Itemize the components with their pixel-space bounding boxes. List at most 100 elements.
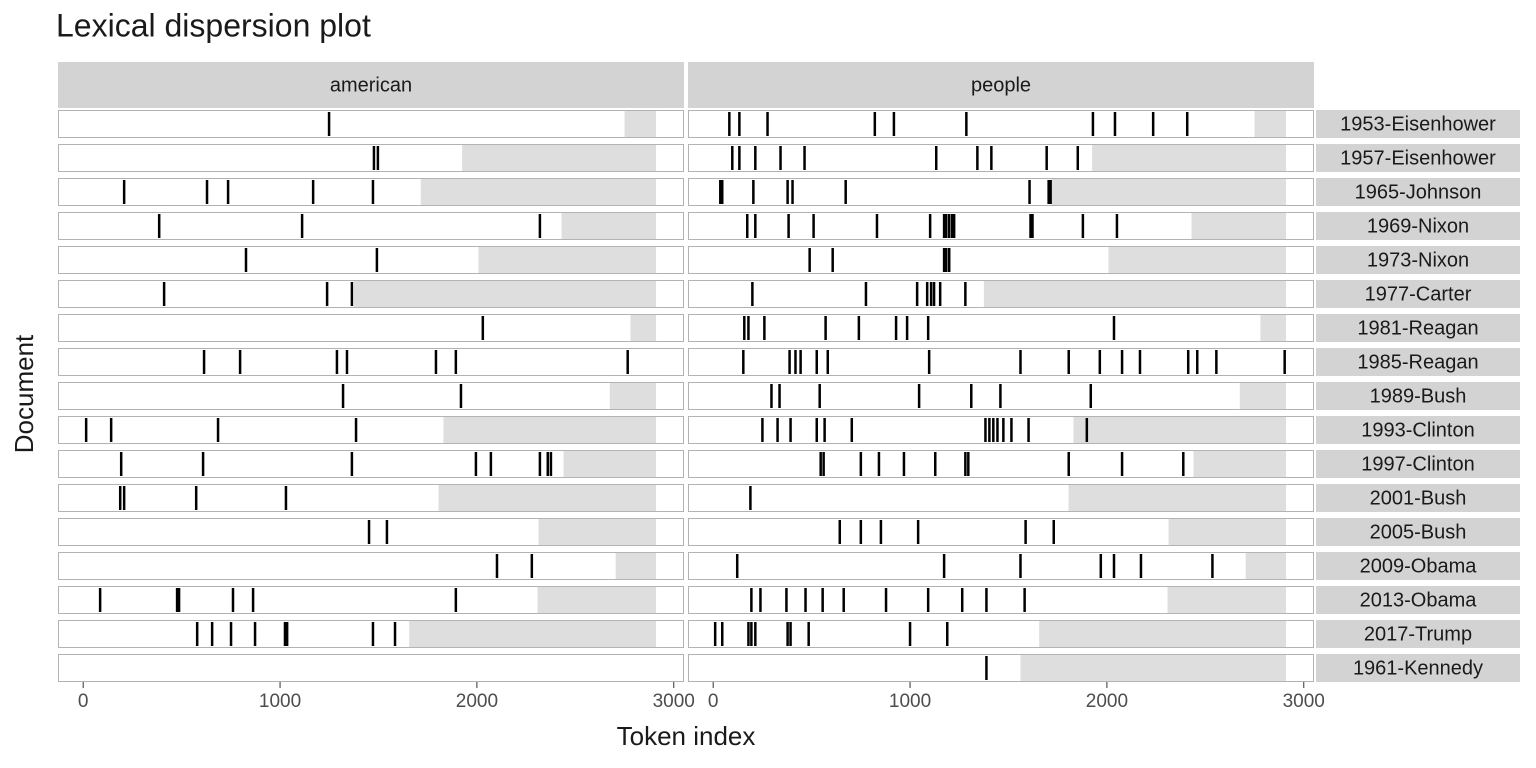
document-strip: [1316, 280, 1520, 308]
document-label: 1989-Bush: [1370, 385, 1467, 407]
document-strip: [1316, 484, 1520, 512]
document-label: 1993-Clinton: [1361, 419, 1474, 441]
beyond-length: [615, 552, 657, 580]
beyond-length: [1167, 586, 1287, 614]
y-axis-label: Document: [9, 334, 39, 453]
row-border: [58, 382, 684, 410]
beyond-length: [462, 144, 657, 172]
chart-title: Lexical dispersion plot: [56, 7, 371, 43]
beyond-length: [1254, 110, 1287, 138]
beyond-length: [561, 212, 657, 240]
facet-label: american: [330, 74, 412, 96]
beyond-length: [478, 246, 657, 274]
document-label: 1961-Kennedy: [1353, 657, 1483, 679]
document-label: 1969-Nixon: [1367, 215, 1469, 237]
row-border: [58, 314, 684, 342]
document-label: 2009-Obama: [1360, 555, 1478, 577]
row-panel: [58, 654, 684, 682]
row-border: [58, 654, 684, 682]
row-border: [688, 416, 1314, 444]
document-label: 1985-Reagan: [1357, 351, 1478, 373]
beyond-length: [1245, 552, 1287, 580]
row-border: [58, 416, 684, 444]
beyond-length: [420, 178, 657, 206]
beyond-length: [443, 416, 657, 444]
row-border: [688, 314, 1314, 342]
document-label: 2013-Obama: [1360, 589, 1478, 611]
document-strip: [1316, 416, 1520, 444]
row-panel: [58, 382, 684, 410]
document-label: 1973-Nixon: [1367, 249, 1469, 271]
beyond-length: [983, 280, 1287, 308]
row-border: [688, 450, 1314, 478]
document-strip: [1316, 212, 1520, 240]
document-strip: [1316, 246, 1520, 274]
row-border: [58, 110, 684, 138]
row-border: [58, 178, 684, 206]
beyond-length: [1039, 620, 1287, 648]
document-strip: [1316, 654, 1520, 682]
row-border: [688, 586, 1314, 614]
row-border: [58, 518, 684, 546]
document-strip: [1316, 552, 1520, 580]
beyond-length: [1260, 314, 1287, 342]
row-border: [688, 552, 1314, 580]
document-strip: [1316, 110, 1520, 138]
beyond-length: [609, 382, 657, 410]
x-tick-label: 3000: [1283, 691, 1325, 712]
row-border: [58, 552, 684, 580]
document-strip: [1316, 586, 1520, 614]
row-panel: [58, 348, 684, 376]
beyond-length: [563, 450, 657, 478]
document-strip: [1316, 178, 1520, 206]
x-tick-label: 0: [708, 691, 719, 712]
row-border: [688, 178, 1314, 206]
row-border: [688, 212, 1314, 240]
document-label: 1965-Johnson: [1355, 181, 1482, 203]
document-label: 1953-Eisenhower: [1340, 113, 1496, 135]
beyond-length: [1191, 212, 1287, 240]
row-border: [58, 484, 684, 512]
facet-label: people: [971, 74, 1031, 96]
x-axis-label: Token index: [617, 721, 756, 751]
row-border: [688, 382, 1314, 410]
row-panel: [688, 348, 1314, 376]
document-label: 1981-Reagan: [1357, 317, 1478, 339]
document-label: 1977-Carter: [1365, 283, 1472, 305]
row-panel: [58, 110, 684, 138]
beyond-length: [1050, 178, 1287, 206]
document-strip: [1316, 518, 1520, 546]
row-border: [58, 246, 684, 274]
row-border: [58, 280, 684, 308]
document-label: 1997-Clinton: [1361, 453, 1474, 475]
beyond-length: [630, 314, 657, 342]
document-strip: [1316, 348, 1520, 376]
row-border: [58, 348, 684, 376]
x-tick-label: 1000: [889, 691, 931, 712]
row-border: [688, 246, 1314, 274]
beyond-length: [1092, 144, 1287, 172]
beyond-length: [1020, 654, 1287, 682]
row-border: [688, 348, 1314, 376]
document-strip: [1316, 144, 1520, 172]
row-border: [688, 620, 1314, 648]
beyond-length: [438, 484, 657, 512]
row-panel: [688, 314, 1314, 342]
x-tick-label: 0: [78, 691, 89, 712]
document-strip: [1316, 450, 1520, 478]
x-tick-label: 2000: [1086, 691, 1128, 712]
row-panel: [688, 552, 1314, 580]
row-border: [58, 620, 684, 648]
row-border: [58, 144, 684, 172]
beyond-length: [353, 280, 657, 308]
document-label: 2001-Bush: [1370, 487, 1467, 509]
row-border: [688, 484, 1314, 512]
x-tick-label: 1000: [259, 691, 301, 712]
row-border: [58, 450, 684, 478]
beyond-length: [537, 586, 657, 614]
beyond-length: [1168, 518, 1287, 546]
facet-strip: [688, 62, 1314, 108]
document-label: 1957-Eisenhower: [1340, 147, 1496, 169]
row-border: [688, 518, 1314, 546]
